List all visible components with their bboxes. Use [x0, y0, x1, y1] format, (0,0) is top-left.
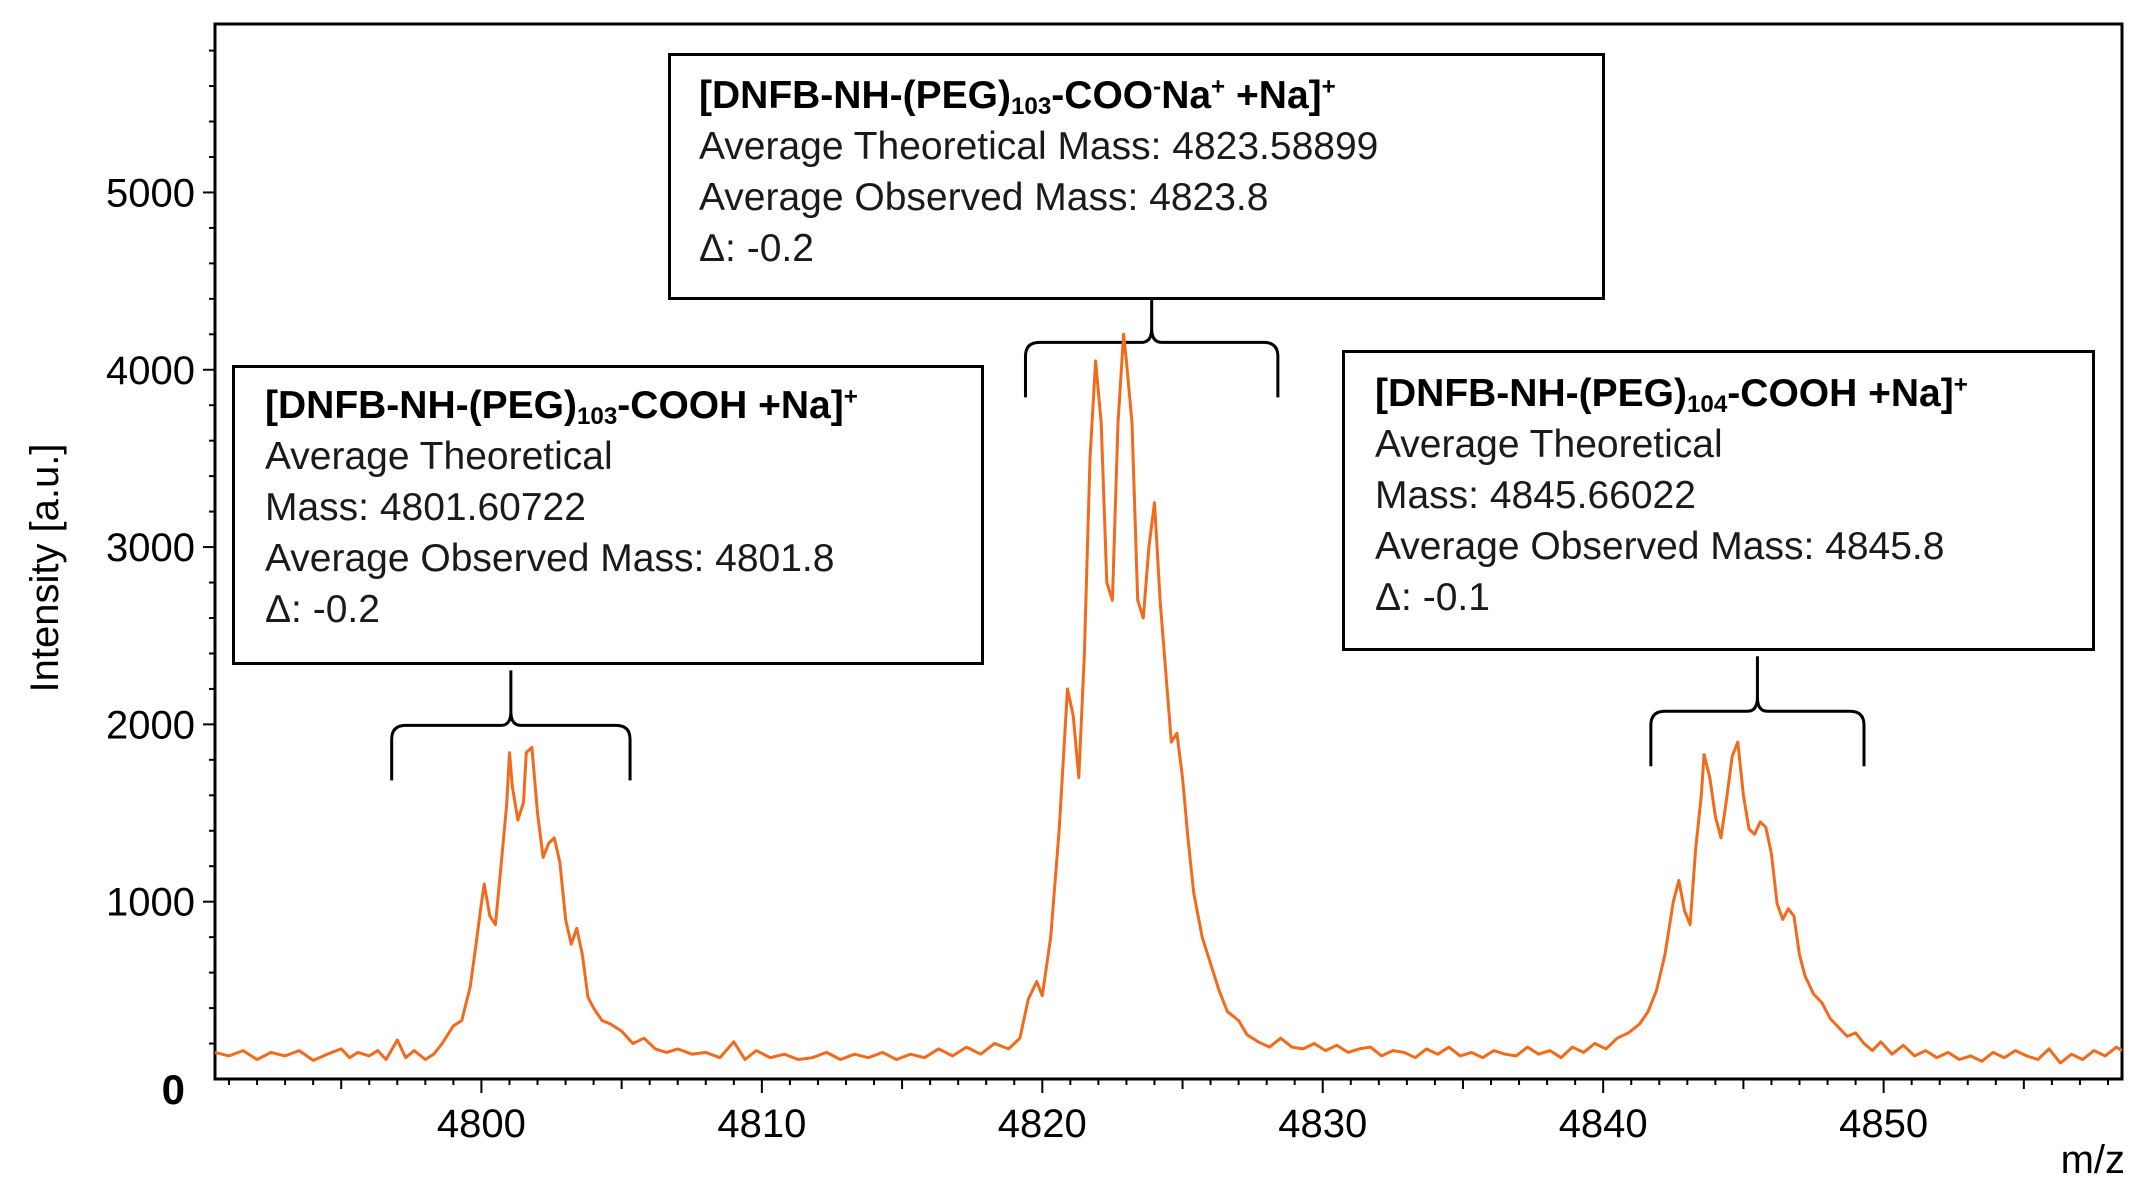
peak-bracket: [1023, 287, 1280, 398]
annotation-formula: [DNFB-NH-(PEG)104-COOH +Na]+: [1375, 371, 1968, 419]
annotation-delta: Δ: -0.1: [1375, 576, 1490, 619]
annotation-theoretical-label: Average Theoretical: [265, 435, 613, 478]
annotation-observed-mass: Average Observed Mass: 4823.8: [699, 176, 1269, 219]
annotation-formula: [DNFB-NH-(PEG)103-COOH +Na]+: [265, 383, 858, 431]
y-zero-label: 0: [162, 1066, 185, 1113]
x-axis: 4800 4810 4820 4830 4840 4850: [228, 1079, 2109, 1146]
annotation-theoretical-mass: Mass: 4801.60722: [265, 486, 586, 529]
spectrum-line: [214, 332, 2123, 1065]
x-tick-label: 4830: [1278, 1102, 1367, 1146]
peak-bracket: [390, 670, 632, 781]
x-tick-label: 4840: [1559, 1102, 1648, 1146]
annotation-observed-mass: Average Observed Mass: 4845.8: [1375, 525, 1945, 568]
annotation-box-peg103-coona: [DNFB-NH-(PEG)103-COO-Na+ +Na]+ Average …: [668, 53, 1605, 300]
annotation-box-peg104-cooh: [DNFB-NH-(PEG)104-COOH +Na]+ Average The…: [1342, 350, 2095, 651]
y-axis-label: Intensity [a.u.]: [23, 443, 67, 692]
annotation-box-peg103-cooh: [DNFB-NH-(PEG)103-COOH +Na]+ Average The…: [232, 365, 984, 665]
plot-frame: [213, 22, 2124, 1081]
x-tick-label: 4810: [717, 1102, 806, 1146]
peak-brackets: [390, 287, 1866, 781]
x-tick-label: 4800: [437, 1102, 526, 1146]
annotation-observed-mass: Average Observed Mass: 4801.8: [265, 537, 835, 580]
x-tick-label: 4850: [1839, 1102, 1928, 1146]
peak-bracket: [1649, 656, 1866, 767]
annotation-theoretical-mass: Average Theoretical Mass: 4823.58899: [699, 125, 1379, 168]
y-tick-label: 4000: [106, 349, 195, 393]
y-tick-label: 1000: [106, 881, 195, 925]
y-tick-label: 5000: [106, 171, 195, 215]
x-axis-label: m/z: [2061, 1138, 2125, 1182]
annotation-delta: Δ: -0.2: [265, 588, 380, 631]
annotation-theoretical-label: Average Theoretical: [1375, 423, 1723, 466]
annotation-formula: [DNFB-NH-(PEG)103-COO-Na+ +Na]+: [699, 73, 1336, 121]
x-tick-label: 4820: [998, 1102, 1087, 1146]
y-tick-label: 3000: [106, 526, 195, 570]
y-axis: 1000 2000 3000 4000 5000: [106, 49, 215, 1045]
annotation-delta: Δ: -0.2: [699, 227, 814, 270]
annotation-theoretical-mass: Mass: 4845.66022: [1375, 474, 1696, 517]
y-tick-label: 2000: [106, 703, 195, 747]
